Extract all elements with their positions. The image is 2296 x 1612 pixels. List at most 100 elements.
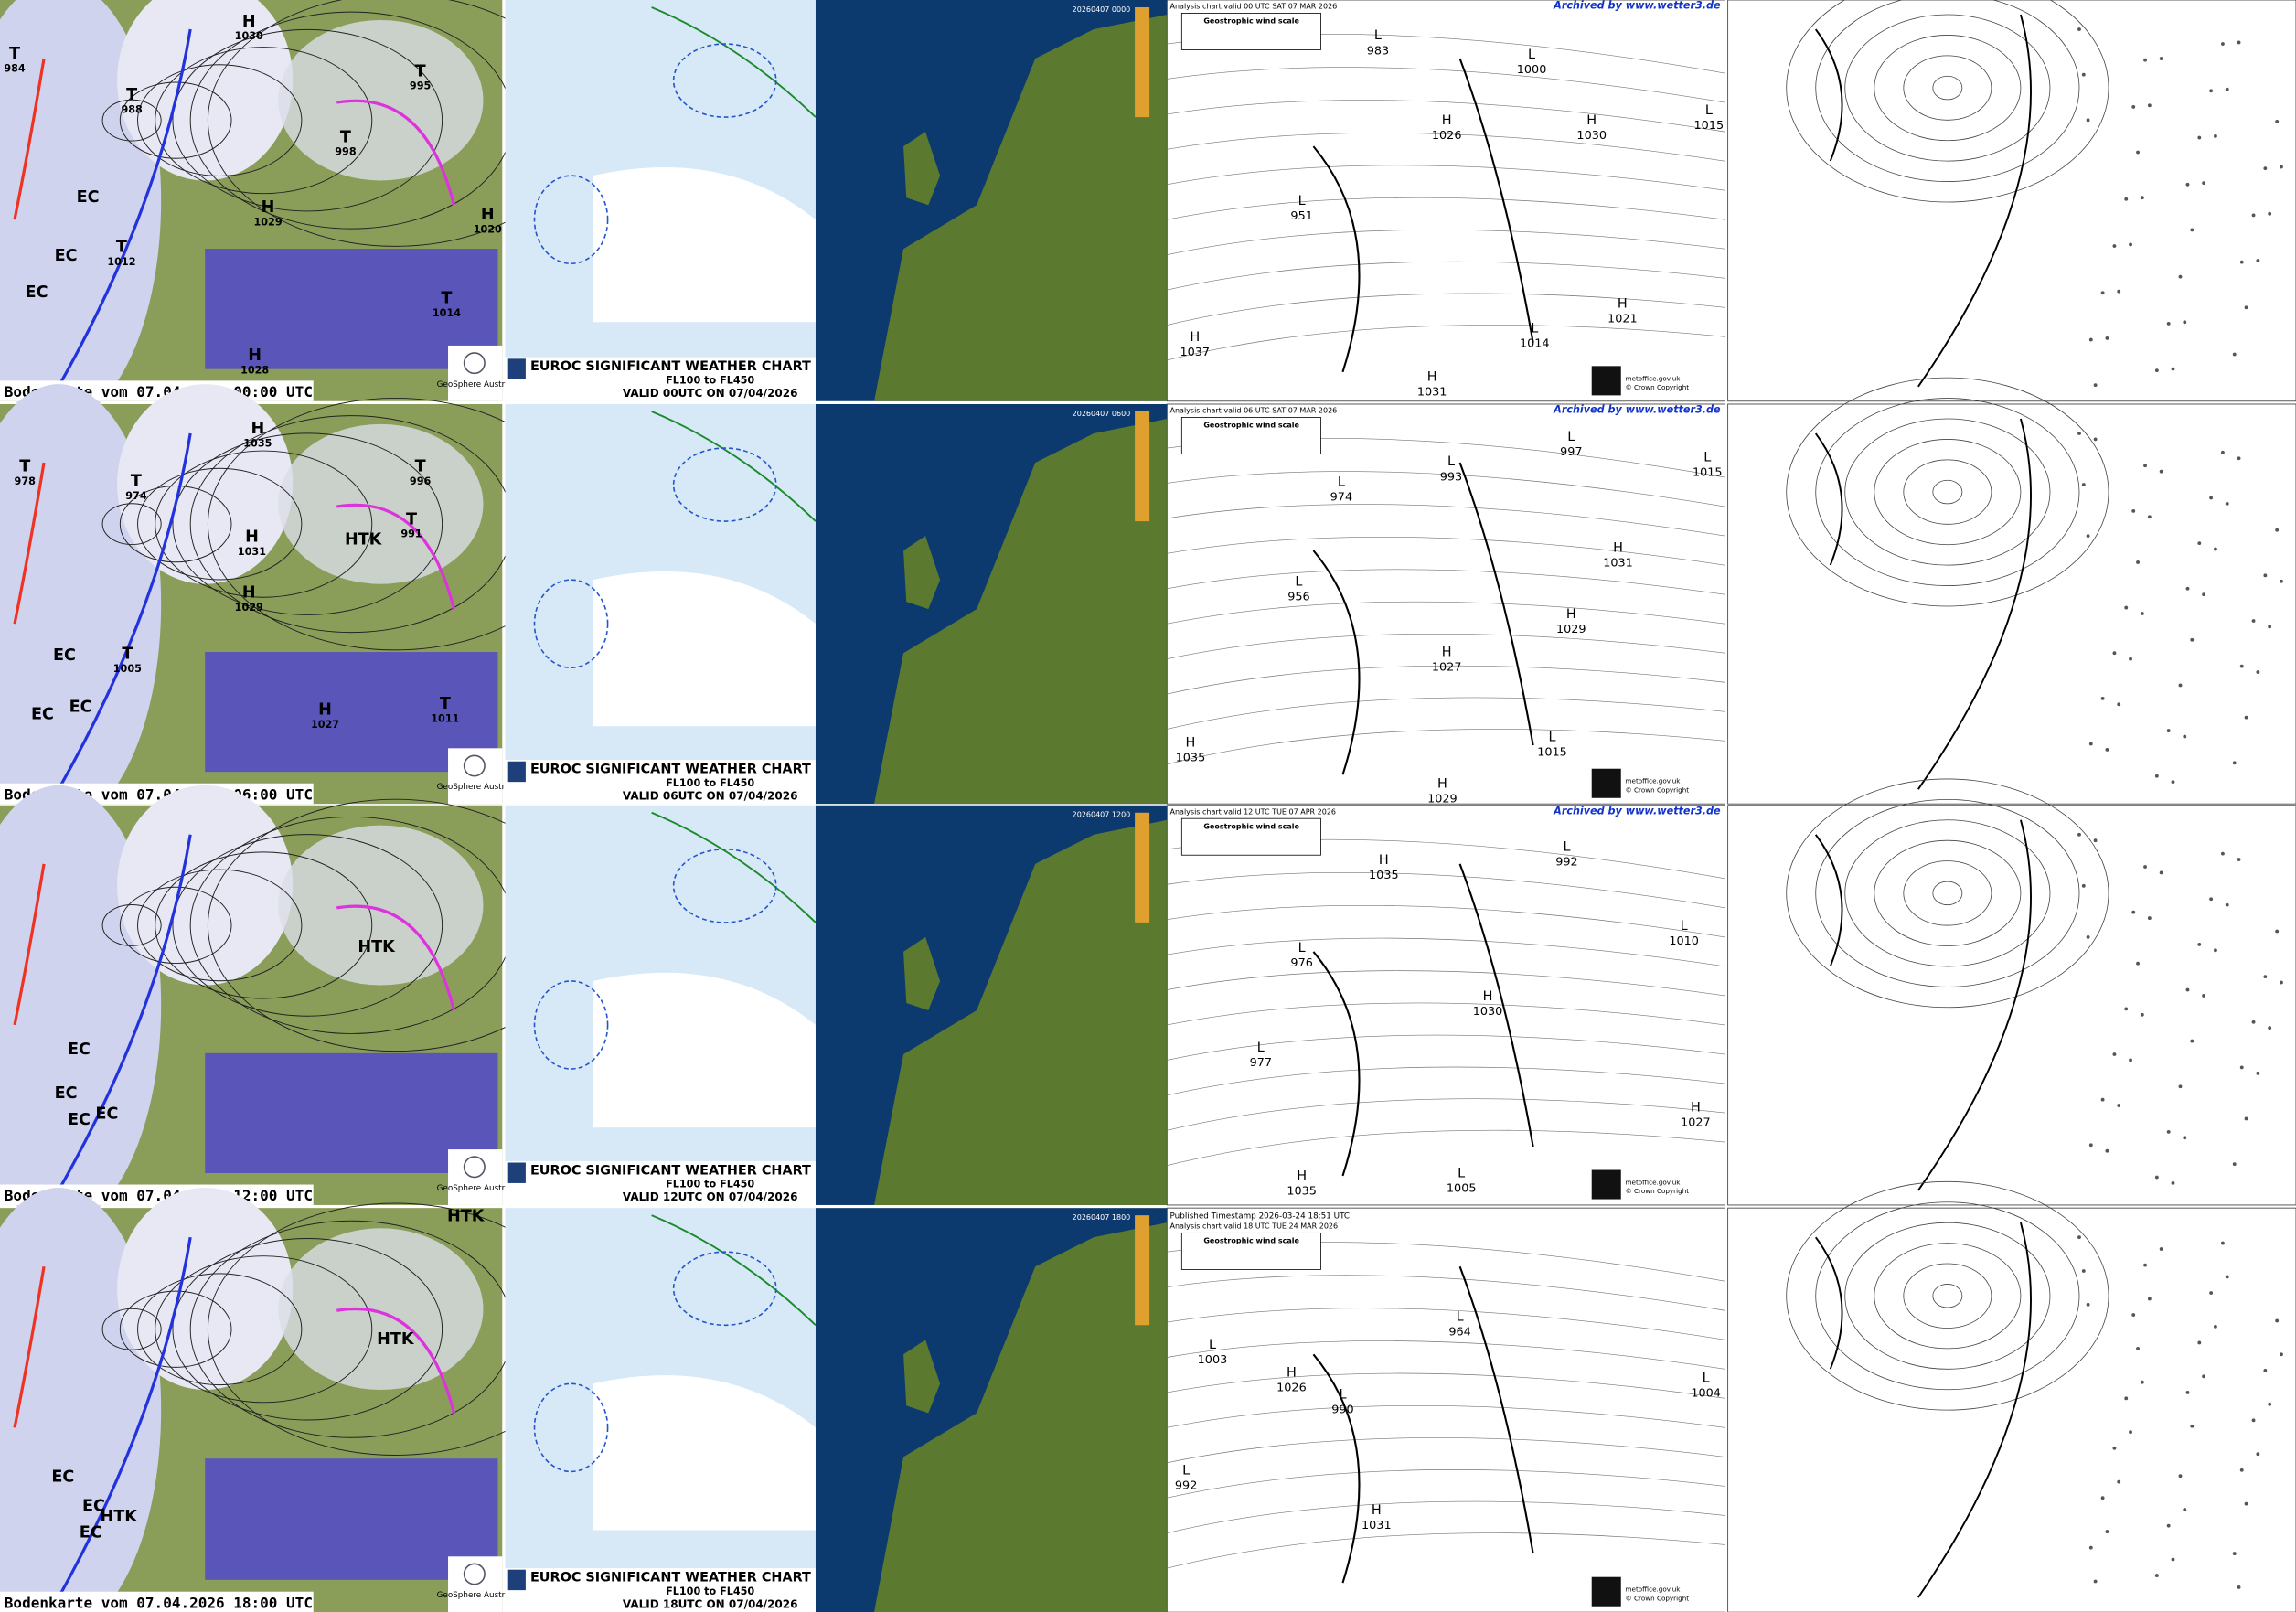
metoffice-credit: metoffice.gov.uk (1626, 1179, 1682, 1187)
pressure-symbol: L (1339, 1387, 1346, 1402)
cb-area (672, 1251, 777, 1327)
station (2225, 501, 2229, 506)
station (2124, 197, 2129, 201)
cloud-band (117, 384, 294, 584)
pressure-value: 1030 (235, 30, 263, 42)
isobar (1167, 293, 1725, 326)
isobar (119, 1290, 232, 1368)
isobar (1932, 479, 1963, 505)
pressure-symbol: T (340, 128, 351, 146)
pressure-symbol: H (1566, 607, 1576, 622)
wind-scale-box (1180, 416, 1321, 454)
station (2124, 605, 2129, 610)
pressure-value: 1012 (107, 256, 135, 268)
station (2178, 274, 2183, 279)
sigwx-sea (593, 571, 816, 727)
front-label: EC (77, 188, 100, 207)
station (2244, 305, 2248, 310)
pressure-symbol: T (415, 62, 426, 80)
pressure-symbol: L (1182, 1464, 1190, 1479)
station (2131, 508, 2136, 513)
station (2147, 515, 2152, 519)
wind-scale-box (1180, 1232, 1321, 1270)
pressure-value: 1031 (1417, 385, 1447, 399)
station (2143, 58, 2147, 62)
pressure-value: 1014 (1520, 337, 1550, 351)
dwd-background (1727, 0, 2296, 402)
metoffice-credit: metoffice.gov.uk (1626, 374, 1682, 382)
occlusion (336, 1307, 455, 1414)
isobar (1167, 1034, 1725, 1061)
isobar (119, 886, 232, 965)
land (874, 1222, 1168, 1612)
pressure-symbol: H (1442, 645, 1452, 659)
pressure-symbol: H (242, 13, 256, 31)
isobar (155, 851, 373, 999)
cold-front (57, 834, 192, 1191)
radar-scale (1135, 7, 1150, 118)
pressure-value: 992 (1175, 1479, 1197, 1493)
station (2225, 87, 2229, 91)
pressure-symbol: H (1372, 1503, 1382, 1518)
radar-stamp: 20260407 1800 (1073, 1213, 1131, 1222)
station (2112, 1052, 2117, 1056)
sigwx-logo (507, 1162, 526, 1183)
pressure-symbol: L (1298, 194, 1306, 208)
pressure-symbol: H (242, 583, 256, 602)
station (2117, 702, 2121, 707)
isobar (172, 28, 443, 212)
dwd-background (1727, 403, 2296, 805)
front (1917, 418, 2032, 790)
pressure-value: 993 (1440, 470, 1462, 484)
analysis-header: Analysis chart valid 00 UTC SAT 07 MAR 2… (1170, 3, 1338, 11)
isobar (1932, 75, 1963, 101)
station (2129, 657, 2132, 661)
pressure-value: 974 (125, 490, 147, 502)
isobar (1844, 14, 2051, 162)
station (2136, 1346, 2140, 1350)
station (2112, 244, 2117, 248)
pressure-value: 1031 (238, 546, 266, 558)
dwd-background (1727, 805, 2296, 1206)
front (1312, 550, 1361, 775)
station (2183, 734, 2187, 739)
front (1458, 1265, 1534, 1554)
radar-scale (1135, 812, 1150, 923)
logo-mark (463, 1563, 486, 1585)
isobar (1167, 67, 1725, 103)
isobar (1167, 697, 1725, 730)
land (874, 419, 1168, 805)
station (2213, 134, 2217, 138)
sigwx-title-box (505, 357, 816, 401)
front (1458, 863, 1534, 1148)
warm-front (13, 863, 46, 1026)
pressure-value: 1015 (1693, 465, 1723, 479)
land (874, 15, 1168, 401)
pressure-symbol: L (1295, 575, 1302, 590)
station (2093, 1579, 2098, 1584)
station (2185, 586, 2190, 591)
sigwx-sea (593, 167, 816, 323)
station (2129, 1430, 2132, 1435)
copyright: © Crown Copyright (1626, 785, 1690, 794)
station (2213, 948, 2217, 953)
pressure-symbol: T (9, 45, 20, 63)
station (2081, 483, 2086, 486)
pressure-value: 1020 (474, 224, 502, 236)
cloud-band (117, 0, 294, 181)
isobar (1167, 1340, 1725, 1370)
front-label: EC (26, 283, 48, 302)
isobar (119, 81, 232, 159)
pressure-value: 1005 (113, 663, 142, 675)
isobar (1815, 0, 2080, 182)
station (2159, 870, 2163, 875)
station (2178, 683, 2183, 688)
front (1814, 834, 1843, 967)
station (2213, 547, 2217, 551)
isobar (1167, 1275, 1725, 1311)
isobar (1167, 1405, 1725, 1428)
logo-text: GeoSphere Austria (437, 1184, 512, 1193)
archive-credit: Archived by www.wetter3.de (1553, 404, 1721, 416)
station (2232, 352, 2237, 357)
pressure-value: 1003 (1198, 1353, 1228, 1367)
